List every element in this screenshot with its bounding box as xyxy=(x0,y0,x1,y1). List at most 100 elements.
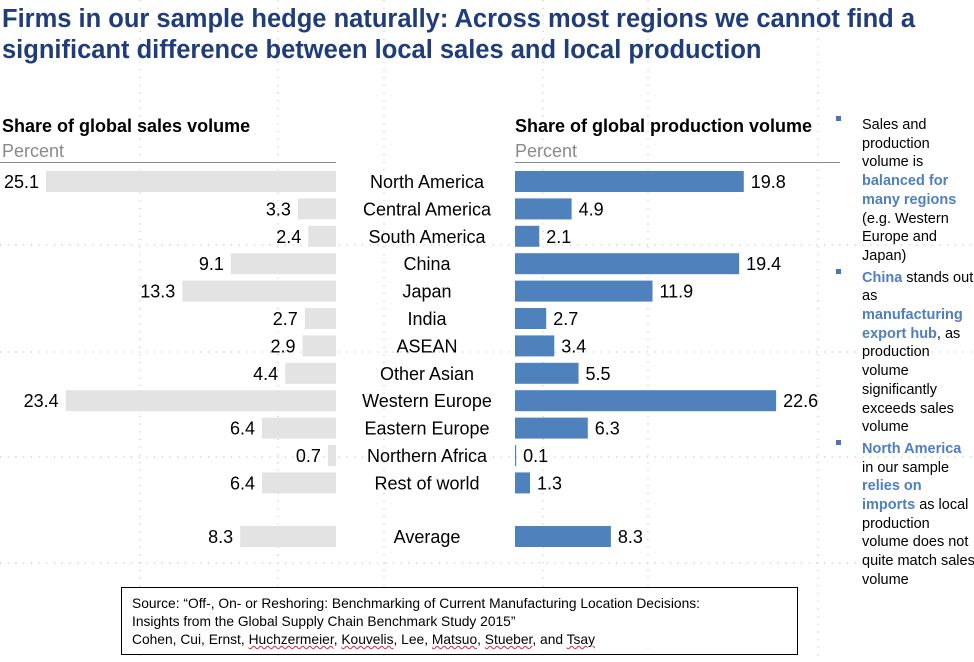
production-bar-south-america xyxy=(515,225,540,247)
page-title: Firms in our sample hedge naturally: Acr… xyxy=(2,5,915,64)
production-value-label-south-america: 2.1 xyxy=(546,227,571,247)
sales-value-label-india: 2.7 xyxy=(273,309,298,329)
production-value-label-other-asian: 5.5 xyxy=(586,364,611,384)
sales-value-label-rest-of-world: 6.4 xyxy=(230,473,255,493)
sales-bar-western-europe xyxy=(65,390,337,412)
sales-panel-heading: Share of global sales volume xyxy=(2,116,251,136)
sales-bar-south-america xyxy=(308,225,336,247)
production-bar-china xyxy=(515,253,740,275)
note-text: Sales and production volume is xyxy=(862,117,930,171)
sales-bar-japan xyxy=(182,280,336,302)
production-value-label-japan: 11.9 xyxy=(659,282,693,302)
production-value-label-asean: 3.4 xyxy=(561,336,586,356)
sales-value-label-average: 8.3 xyxy=(208,527,233,547)
source-author-fragment: Kouvelis xyxy=(341,632,394,647)
category-label-china: China xyxy=(403,254,451,274)
source-author-fragment: , xyxy=(477,632,485,647)
source-authors: Cohen, Cui, Ernst, Huchzermeier, Kouveli… xyxy=(132,631,787,649)
production-bar-central-america xyxy=(515,198,572,220)
sales-value-label-asean: 2.9 xyxy=(270,336,295,356)
sales-value-label-western-europe: 23.4 xyxy=(24,391,59,411)
sales-bar-northern-africa xyxy=(327,445,336,466)
production-bar-western-europe xyxy=(515,390,777,412)
category-label-central-america: Central America xyxy=(363,199,492,219)
production-value-label-india: 2.7 xyxy=(553,309,578,329)
category-label-asean: ASEAN xyxy=(396,336,457,356)
source-author-fragment: Stueber xyxy=(484,632,533,647)
note-text: (e.g. Western Europe and Japan) xyxy=(862,210,949,264)
bullet-icon xyxy=(836,439,841,445)
note-highlight: China xyxy=(862,269,903,286)
note-text: in our sample xyxy=(862,459,950,476)
production-bar-asean xyxy=(515,335,555,357)
commentary-notes: Sales and production volume is balanced … xyxy=(836,116,974,593)
production-value-label-western-europe: 22.6 xyxy=(783,391,818,411)
production-value-label-central-america: 4.9 xyxy=(579,199,604,219)
production-bar-japan xyxy=(515,280,653,302)
production-bar-average xyxy=(515,526,611,547)
note-text: as local production volume does not quit… xyxy=(862,497,974,588)
sales-panel-rule xyxy=(0,162,336,163)
production-value-label-rest-of-world: 1.3 xyxy=(537,473,562,493)
source-author-fragment: , and xyxy=(532,632,567,647)
production-panel-unit: Percent xyxy=(515,141,578,161)
sales-value-label-japan: 13.3 xyxy=(140,282,175,302)
sales-value-label-south-america: 2.4 xyxy=(276,227,301,247)
source-author-fragment: Matsuo xyxy=(431,632,478,647)
sales-bar-average xyxy=(240,526,336,547)
sales-bar-central-america xyxy=(297,198,336,220)
category-label-other-asian: Other Asian xyxy=(380,364,474,384)
source-author-fragment: , Lee, xyxy=(393,632,432,647)
production-value-label-average: 8.3 xyxy=(618,527,643,547)
note-text: , as production volume significantly exc… xyxy=(862,325,961,436)
source-line-2: Insights from the Global Supply Chain Be… xyxy=(132,614,516,629)
category-label-eastern-europe: Eastern Europe xyxy=(364,419,489,439)
production-panel-heading: Share of global production volume xyxy=(515,116,813,136)
note-2: China stands out as manufacturing export… xyxy=(836,268,974,437)
source-box: Source: “Off-, On- or Reshoring: Benchma… xyxy=(121,587,798,655)
sales-panel-unit: Percent xyxy=(2,141,65,161)
bullet-icon xyxy=(836,268,841,274)
source-author-fragment: Tsay xyxy=(566,632,596,647)
production-value-label-north-america: 19.8 xyxy=(751,172,786,192)
production-panel-rule xyxy=(515,162,840,163)
sales-value-label-china: 9.1 xyxy=(199,254,224,274)
category-label-rest-of-world: Rest of world xyxy=(374,473,479,493)
source-author-fragment: Cohen, Cui, Ernst, xyxy=(132,632,249,647)
sales-bar-china xyxy=(230,253,336,275)
category-label-japan: Japan xyxy=(402,282,451,302)
note-highlight: manufacturing export hub xyxy=(862,307,963,342)
sales-value-label-northern-africa: 0.7 xyxy=(296,446,321,466)
production-value-label-northern-africa: 0.1 xyxy=(523,446,548,466)
note-text: stands out as xyxy=(862,269,974,305)
category-label-northern-africa: Northern Africa xyxy=(367,446,488,466)
sales-bar-eastern-europe xyxy=(262,417,336,439)
production-value-label-eastern-europe: 6.3 xyxy=(595,419,620,439)
sales-value-label-central-america: 3.3 xyxy=(266,199,291,219)
production-bar-north-america xyxy=(515,171,744,192)
category-label-south-america: South America xyxy=(368,227,486,247)
production-bar-northern-africa xyxy=(515,445,517,466)
sales-bar-north-america xyxy=(46,171,336,192)
sales-value-label-north-america: 25.1 xyxy=(4,172,39,192)
note-highlight: balanced for many regions xyxy=(862,173,957,208)
bullet-icon xyxy=(836,116,841,121)
category-label-india: India xyxy=(407,309,447,329)
category-label-north-america: North America xyxy=(370,172,485,192)
note-highlight: North America xyxy=(862,440,962,457)
category-label-western-europe: Western Europe xyxy=(362,391,492,411)
source-line-1: Source: “Off-, On- or Reshoring: Benchma… xyxy=(132,596,700,611)
production-value-label-china: 19.4 xyxy=(746,254,781,274)
production-bar-eastern-europe xyxy=(515,417,588,439)
sales-bar-rest-of-world xyxy=(262,472,336,494)
note-3: North America in our sample relies on im… xyxy=(836,439,974,590)
source-author-fragment: , xyxy=(333,632,342,647)
sales-bar-india xyxy=(304,308,336,329)
sales-value-label-other-asian: 4.4 xyxy=(253,364,278,384)
category-label-average: Average xyxy=(394,527,461,547)
production-bar-rest-of-world xyxy=(515,472,531,494)
source-author-fragment: Huchzermeier xyxy=(248,632,334,647)
note-highlight: relies on imports xyxy=(862,478,922,514)
sales-value-label-eastern-europe: 6.4 xyxy=(230,419,255,439)
